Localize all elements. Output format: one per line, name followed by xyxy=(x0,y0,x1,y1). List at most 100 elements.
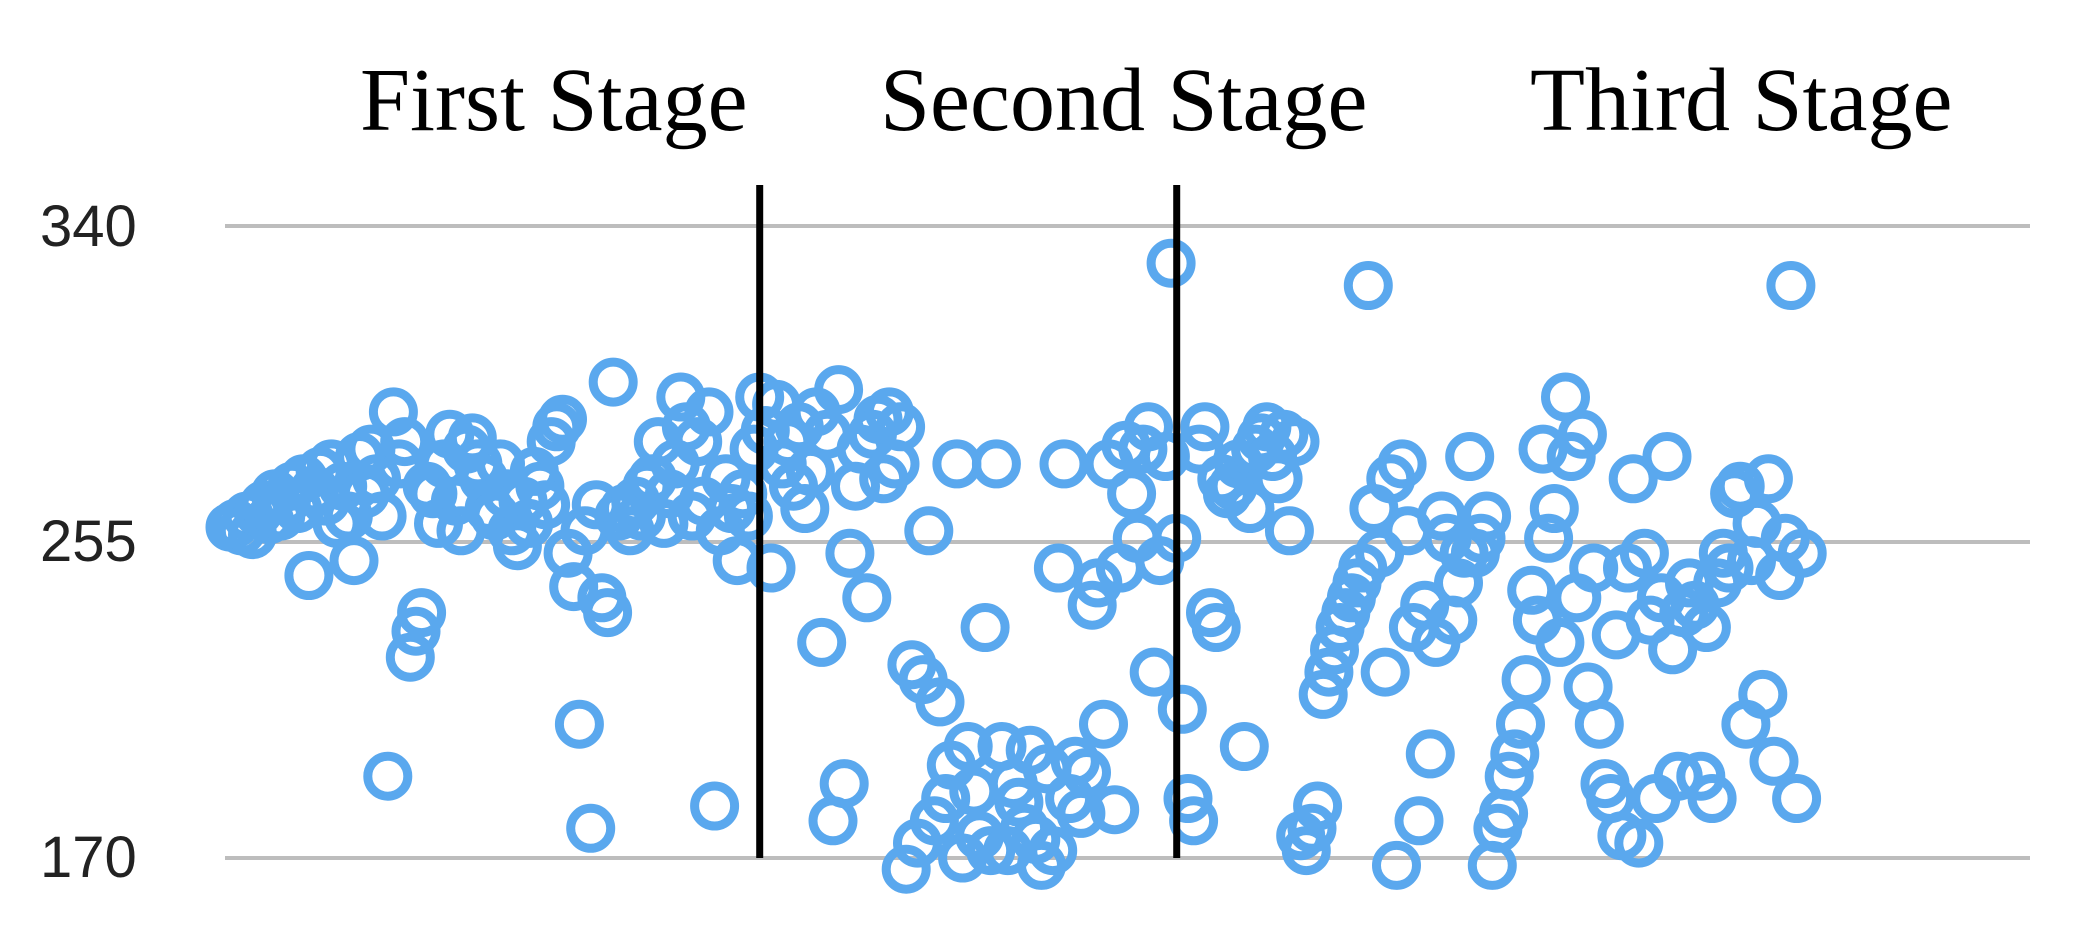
data-point xyxy=(284,551,334,600)
data-point xyxy=(1574,699,1624,749)
data-point xyxy=(363,751,413,801)
data-point xyxy=(1090,785,1140,835)
data-point xyxy=(904,506,954,556)
data-point xyxy=(1749,736,1799,786)
data-point xyxy=(1456,513,1506,563)
data-point xyxy=(1501,655,1551,705)
data-point xyxy=(549,562,599,612)
data-point xyxy=(1028,826,1078,876)
data-point xyxy=(583,588,633,638)
data-point xyxy=(1394,796,1444,846)
data-point xyxy=(1079,699,1128,749)
data-point xyxy=(746,543,796,593)
data-point xyxy=(1146,238,1196,288)
data-point xyxy=(1619,528,1669,578)
data-point xyxy=(1033,543,1083,593)
data-point xyxy=(1343,261,1393,310)
data-point xyxy=(408,469,458,519)
data-point xyxy=(825,528,875,578)
data-point xyxy=(1529,484,1579,533)
stage-dividers xyxy=(756,185,1181,858)
data-point xyxy=(960,603,1010,652)
data-point xyxy=(1039,439,1089,489)
data-point xyxy=(397,588,447,638)
data-point xyxy=(684,387,734,437)
data-point xyxy=(588,357,638,407)
data-point xyxy=(1377,439,1427,489)
data-point xyxy=(819,759,869,809)
data-point xyxy=(1163,774,1213,823)
data-point xyxy=(966,826,1016,876)
data-point xyxy=(1118,424,1168,474)
data-point xyxy=(554,699,604,749)
data-point xyxy=(1653,751,1703,801)
data-point xyxy=(1462,491,1512,541)
data-point xyxy=(1293,781,1343,831)
y-axis-ticks: 340 255 170 xyxy=(40,194,137,890)
data-point xyxy=(881,844,931,894)
data-point xyxy=(1524,513,1574,563)
data-point xyxy=(1614,818,1664,868)
stage-label-second: Second Stage xyxy=(880,51,1367,150)
data-point xyxy=(1107,469,1157,519)
data-point xyxy=(690,781,740,831)
data-points xyxy=(205,238,1827,894)
stage-label-first: First Stage xyxy=(360,51,748,150)
data-point xyxy=(876,402,926,452)
data-point xyxy=(1445,432,1495,481)
data-point xyxy=(566,803,616,853)
data-point xyxy=(385,632,435,682)
data-point xyxy=(1687,774,1737,823)
data-point xyxy=(1405,729,1455,779)
data-point xyxy=(1129,647,1179,697)
data-point xyxy=(1704,543,1754,593)
data-point xyxy=(1287,803,1337,853)
data-point xyxy=(842,573,892,623)
data-point xyxy=(1360,647,1410,697)
data-point xyxy=(329,536,379,586)
data-point xyxy=(1557,409,1607,459)
data-point xyxy=(797,617,847,667)
data-point xyxy=(1535,617,1585,667)
data-point xyxy=(1372,840,1421,890)
data-point xyxy=(673,417,723,467)
y-tick-label: 170 xyxy=(40,825,137,890)
data-point xyxy=(1777,528,1827,578)
stage-label-third: Third Stage xyxy=(1530,51,1952,150)
data-point xyxy=(921,774,971,823)
data-point xyxy=(1665,558,1714,608)
data-point xyxy=(1642,432,1692,481)
data-point xyxy=(971,439,1021,489)
data-point xyxy=(368,387,418,437)
data-point xyxy=(1219,722,1269,771)
data-point xyxy=(1067,580,1117,630)
data-point xyxy=(1281,826,1331,876)
data-point xyxy=(1191,603,1241,652)
y-tick-label: 255 xyxy=(40,509,137,574)
data-point xyxy=(1507,565,1557,615)
data-point xyxy=(357,491,407,541)
data-point xyxy=(1298,669,1348,719)
data-point xyxy=(1050,736,1100,786)
data-point xyxy=(1264,506,1314,556)
data-point xyxy=(1270,417,1320,467)
data-point xyxy=(1490,729,1540,779)
data-point xyxy=(1772,774,1822,823)
data-point xyxy=(814,365,864,415)
data-point xyxy=(1681,603,1731,652)
data-point xyxy=(1743,454,1793,504)
data-point xyxy=(380,417,430,467)
data-point xyxy=(932,439,982,489)
y-tick-label: 340 xyxy=(40,194,137,259)
data-point xyxy=(1157,684,1207,734)
data-point xyxy=(1304,647,1354,697)
data-point xyxy=(521,480,571,530)
data-point xyxy=(1062,748,1111,797)
data-point xyxy=(943,722,993,771)
data-point xyxy=(1569,543,1619,593)
data-point xyxy=(639,498,689,548)
data-point xyxy=(1496,699,1545,749)
stage-labels: First Stage Second Stage Third Stage xyxy=(360,51,1952,150)
data-point xyxy=(1738,669,1788,719)
